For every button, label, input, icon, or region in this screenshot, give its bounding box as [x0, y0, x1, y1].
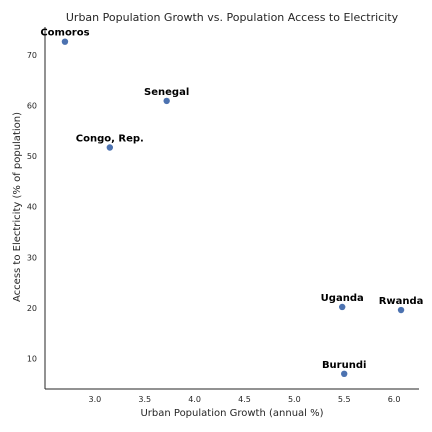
- y-tick-label: 40: [27, 203, 37, 212]
- data-point-labels: Comoros Senegal Congo, Rep. Uganda Rwanda Bur…: [40, 28, 423, 371]
- data-point-label: Burundi: [322, 360, 367, 371]
- y-tick-label: 60: [27, 101, 37, 110]
- x-tick-label: 4.0: [188, 395, 201, 404]
- x-axis-ticks: 3.0 3.5 4.0 4.5 5.0 5.5 6.0: [88, 395, 400, 404]
- y-tick-label: 50: [27, 152, 37, 161]
- x-tick-label: 5.0: [288, 395, 301, 404]
- x-axis-label: Urban Population Growth (annual %): [140, 408, 323, 419]
- x-tick-label: 3.5: [138, 395, 151, 404]
- y-tick-label: 10: [27, 355, 37, 364]
- x-tick-label: 6.0: [388, 395, 401, 404]
- axes: [44, 27, 419, 390]
- x-tick-label: 3.0: [88, 395, 101, 404]
- data-point-label: Senegal: [144, 87, 189, 98]
- data-point-label: Uganda: [321, 293, 364, 304]
- data-point: [163, 97, 170, 105]
- data-point: [397, 306, 405, 314]
- y-tick-label: 70: [27, 51, 37, 60]
- x-tick-label: 4.5: [238, 395, 251, 404]
- data-point: [339, 303, 346, 311]
- data-point: [341, 370, 348, 378]
- chart-title: Urban Population Growth vs. Population A…: [66, 11, 399, 24]
- data-points: [61, 38, 405, 378]
- x-tick-label: 5.5: [338, 395, 351, 404]
- data-point-label: Congo, Rep.: [76, 133, 144, 144]
- y-axis-ticks: 10 20 30 40 50 60 70: [27, 51, 37, 364]
- y-tick-label: 30: [27, 253, 37, 262]
- y-axis-label: Access to Electricity (% of population): [12, 112, 23, 302]
- data-point: [106, 144, 114, 151]
- y-tick-label: 20: [27, 304, 37, 313]
- data-point-label: Comoros: [40, 28, 89, 39]
- data-point-label: Rwanda: [379, 296, 424, 307]
- data-point: [61, 38, 69, 45]
